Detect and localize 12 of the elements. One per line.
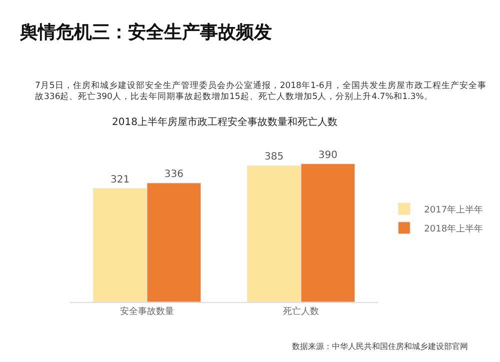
chart-title: 舆情危机三：安全生产事故频发 (19, 22, 272, 43)
data-label: 321 (110, 174, 130, 186)
legend-label: 2017年上半年 (424, 204, 484, 216)
chart-subtitle: 7月5日，住房和城乡建设部安全生产管理委员会办公室通报，2018年1-6月，全国共发生房屋市政工程生产安全事故336起、死亡390人，比去年同期事故起数增加15起、死亡人数增加5人，分别上升4.7%和1.3%。 (35, 80, 486, 102)
x-tick-label: 死亡人数 (283, 306, 319, 317)
source-note: 数据来源：中华人民共和国住房和城乡建设部官网 (292, 342, 468, 351)
data-label: 336 (164, 168, 184, 180)
data-label: 385 (264, 152, 284, 163)
text: 2018上半年房屋市政工程安全事故数量和死亡人数 (112, 116, 338, 128)
data-label: 390 (318, 150, 338, 161)
x-tick-label: 安全事故数量 (120, 306, 174, 317)
legend-label: 2018年上半年 (424, 223, 484, 234)
